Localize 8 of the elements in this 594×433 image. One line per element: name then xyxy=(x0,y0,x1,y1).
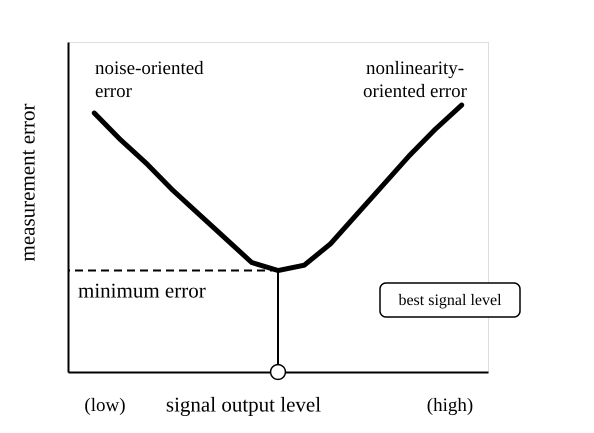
x-axis-title: signal output level xyxy=(166,392,322,416)
text: (high) xyxy=(426,395,474,416)
text: noise-oriented error xyxy=(95,58,204,102)
text: nonlinearity-oriented error xyxy=(363,58,468,102)
y-axis-title: measurement error xyxy=(16,103,40,262)
ref-line-label: minimum error xyxy=(78,278,206,303)
text: (low) xyxy=(84,395,126,416)
annotation: best signal level xyxy=(398,292,502,309)
